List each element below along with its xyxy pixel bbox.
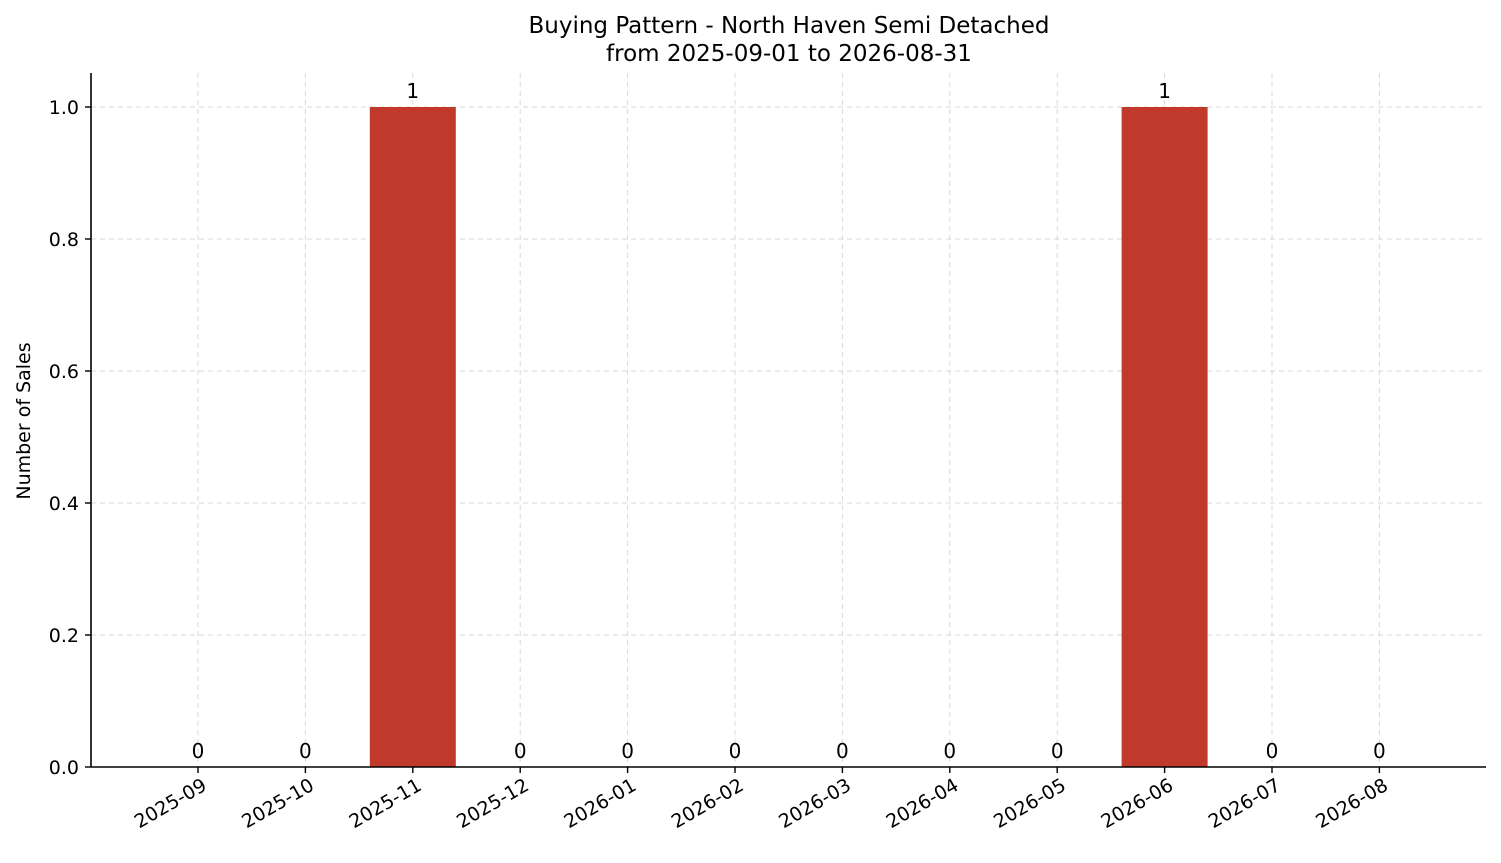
bar-value-label: 0 xyxy=(1373,739,1386,763)
bar-value-label: 1 xyxy=(1158,79,1171,103)
bar-value-label: 0 xyxy=(1051,739,1064,763)
grid xyxy=(91,73,1486,767)
x-tick-label: 2026-07 xyxy=(1205,774,1285,833)
bar-value-label: 0 xyxy=(621,739,634,763)
x-tick-label: 2026-08 xyxy=(1312,774,1392,833)
bars xyxy=(369,107,1208,767)
y-tick-label: 0.8 xyxy=(49,229,79,251)
chart-title: Buying Pattern - North Haven Semi Detach… xyxy=(529,13,1050,39)
y-tick-label: 0.2 xyxy=(49,625,79,647)
x-tick-label: 2026-03 xyxy=(775,774,855,833)
x-tick-label: 2025-10 xyxy=(238,774,318,833)
bar-value-label: 0 xyxy=(1266,739,1279,763)
bar-value-label: 0 xyxy=(299,739,312,763)
axes: 0.0 0.2 0.4 0.6 0.8 1.0 2025-09 2025-10 2025-11 2… xyxy=(49,73,1486,833)
x-tick-label: 2025-11 xyxy=(346,774,426,833)
y-tick-label: 0.4 xyxy=(49,493,79,515)
bar-value-label: 0 xyxy=(836,739,849,763)
y-tick-label: 1.0 xyxy=(49,97,79,119)
x-tick-label: 2026-02 xyxy=(668,774,748,833)
y-axis-label: Number of Sales xyxy=(13,342,35,499)
bar-value-label: 0 xyxy=(729,739,742,763)
data-labels: 0 0 1 0 0 0 0 0 0 1 0 0 xyxy=(192,79,1386,763)
x-tick-label: 2025-12 xyxy=(453,774,533,833)
bar xyxy=(1121,107,1208,767)
bar-value-label: 0 xyxy=(192,739,205,763)
x-tick-label: 2025-09 xyxy=(131,774,211,833)
bar-value-label: 0 xyxy=(943,739,956,763)
x-tick-label: 2026-04 xyxy=(883,774,963,833)
bar-value-label: 0 xyxy=(514,739,527,763)
y-tick-label: 0.6 xyxy=(49,361,79,383)
x-tick-label: 2026-01 xyxy=(560,774,640,833)
chart-subtitle: from 2025-09-01 to 2026-08-31 xyxy=(606,41,972,67)
x-tick-label: 2026-05 xyxy=(990,774,1070,833)
bar-value-label: 1 xyxy=(406,79,419,103)
x-tick-label: 2026-06 xyxy=(1097,774,1177,833)
y-tick-label: 0.0 xyxy=(49,757,79,779)
bar xyxy=(369,107,456,767)
